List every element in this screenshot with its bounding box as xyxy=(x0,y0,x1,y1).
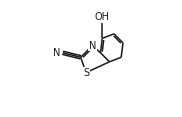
Text: N: N xyxy=(89,41,96,51)
Text: OH: OH xyxy=(95,12,110,22)
Text: N: N xyxy=(54,48,61,58)
Text: S: S xyxy=(83,68,89,78)
